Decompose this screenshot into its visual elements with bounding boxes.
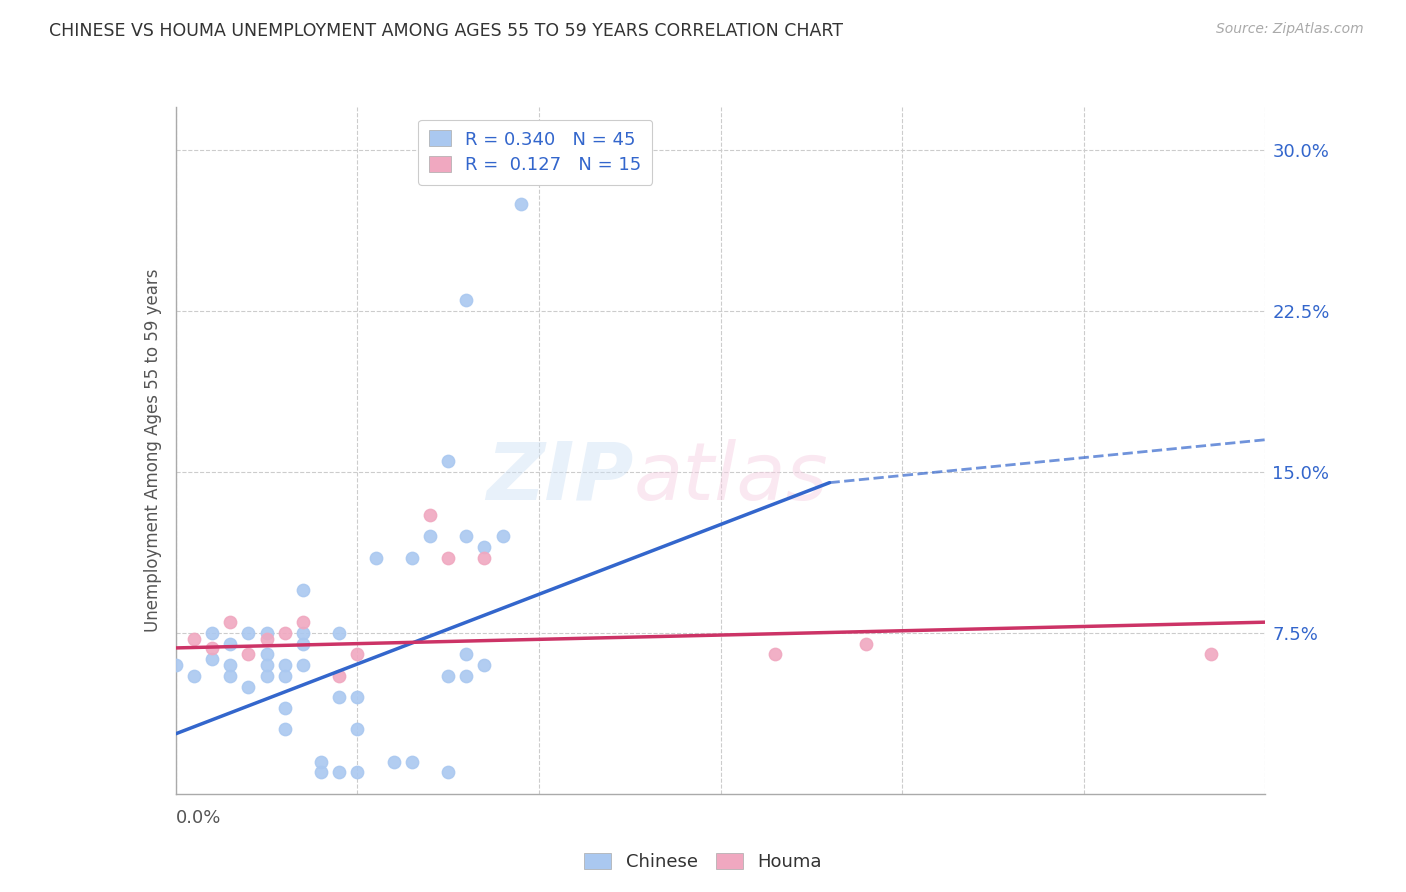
Point [328,690,350,705]
Point [183,669,205,683]
Point [219,637,242,651]
Point [256,632,278,647]
Point [219,615,242,630]
Point [274,658,297,673]
Point [256,658,278,673]
Text: atlas: atlas [633,439,828,517]
Point [238,680,260,694]
Point [456,529,478,543]
Point [274,701,297,715]
Point [328,765,350,780]
Legend: Chinese, Houma: Chinese, Houma [576,846,830,879]
Point [201,640,224,655]
Point [328,669,350,683]
Point [346,648,368,662]
Point [456,669,478,683]
Text: Source: ZipAtlas.com: Source: ZipAtlas.com [1216,22,1364,37]
Y-axis label: Unemployment Among Ages 55 to 59 years: Unemployment Among Ages 55 to 59 years [143,268,162,632]
Point [364,550,387,565]
Point [256,648,278,662]
Point [437,550,460,565]
Point [291,626,314,640]
Point [346,690,368,705]
Legend: R = 0.340   N = 45, R =  0.127   N = 15: R = 0.340 N = 45, R = 0.127 N = 15 [419,120,652,185]
Point [291,582,314,597]
Point [309,765,332,780]
Point [183,632,205,647]
Point [419,529,441,543]
Point [291,615,314,630]
Point [474,658,496,673]
Point [419,508,441,522]
Point [382,755,405,769]
Point [291,637,314,651]
Point [256,626,278,640]
Point [328,626,350,640]
Point [291,658,314,673]
Point [274,723,297,737]
Text: 0.0%: 0.0% [176,809,221,827]
Point [219,658,242,673]
Text: CHINESE VS HOUMA UNEMPLOYMENT AMONG AGES 55 TO 59 YEARS CORRELATION CHART: CHINESE VS HOUMA UNEMPLOYMENT AMONG AGES… [49,22,844,40]
Point [238,626,260,640]
Point [763,648,786,662]
Point [309,755,332,769]
Point [437,765,460,780]
Point [474,540,496,554]
Point [456,293,478,308]
Point [855,637,877,651]
Point [274,669,297,683]
Point [437,669,460,683]
Point [401,755,423,769]
Point [238,648,260,662]
Text: ZIP: ZIP [486,439,633,517]
Point [346,723,368,737]
Point [201,626,224,640]
Point [401,550,423,565]
Point [346,765,368,780]
Point [492,529,515,543]
Point [256,669,278,683]
Point [509,196,531,211]
Point [1199,648,1222,662]
Point [437,454,460,468]
Point [201,651,224,665]
Point [274,626,297,640]
Point [474,550,496,565]
Point [456,648,478,662]
Point [165,658,187,673]
Point [219,669,242,683]
